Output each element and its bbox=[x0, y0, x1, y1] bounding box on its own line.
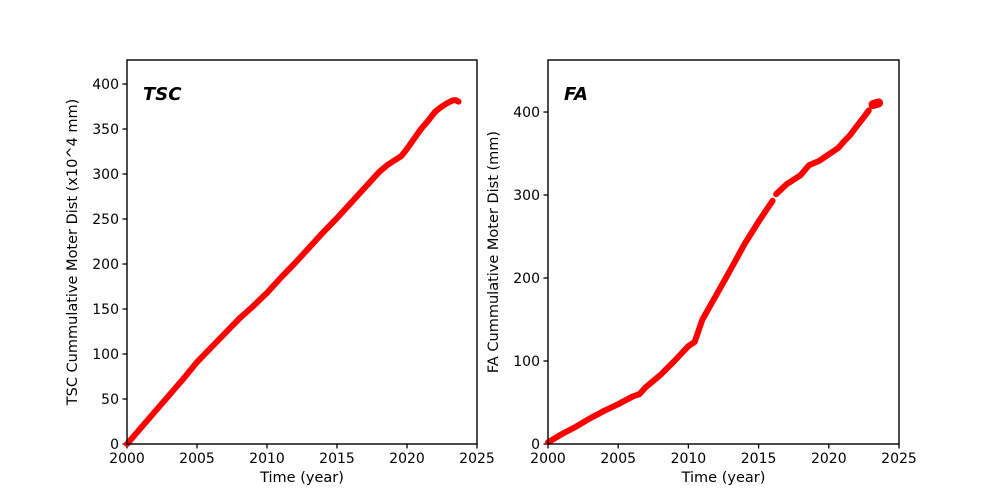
y-tick-label: 350 bbox=[92, 122, 119, 138]
x-tick-label: 2010 bbox=[249, 451, 285, 467]
y-tick-label: 0 bbox=[110, 437, 119, 453]
plot-title: TSC bbox=[143, 84, 182, 105]
y-tick-label: 100 bbox=[513, 354, 540, 370]
y-tick-label: 300 bbox=[92, 167, 119, 183]
y-tick-label: 150 bbox=[92, 302, 119, 318]
x-tick-label: 2020 bbox=[811, 451, 847, 467]
plot-title: FA bbox=[564, 84, 588, 105]
x-tick-label: 2010 bbox=[671, 451, 707, 467]
tsc-data-series bbox=[124, 97, 462, 447]
x-tick-label: 2005 bbox=[600, 451, 636, 467]
fa-data-series bbox=[868, 98, 884, 110]
axes-box bbox=[547, 59, 900, 445]
x-axis-label: Time (year) bbox=[259, 470, 344, 486]
fa-data-series bbox=[773, 107, 872, 198]
y-axis-label: FA Cummulative Moter Dist (mm) bbox=[486, 131, 502, 373]
y-tick-label: 100 bbox=[92, 347, 119, 363]
plot-background bbox=[548, 60, 899, 444]
y-tick-label: 200 bbox=[513, 271, 540, 287]
y-tick-label: 50 bbox=[101, 392, 119, 408]
y-tick-label: 250 bbox=[92, 212, 119, 228]
fa-subplot: 2000 2005 2010 2015 2020 2025 0 100 200 300 400 Tim… bbox=[486, 59, 917, 486]
y-tick-label: 400 bbox=[513, 105, 540, 121]
y-tick-label: 0 bbox=[531, 437, 540, 453]
x-tick-label: 2015 bbox=[741, 451, 777, 467]
fa-data-series bbox=[545, 197, 776, 446]
y-tick-label: 300 bbox=[513, 188, 540, 204]
x-tick-label: 2015 bbox=[319, 451, 355, 467]
x-tick-label: 2025 bbox=[881, 451, 917, 467]
x-tick-label: 2000 bbox=[109, 451, 145, 467]
tsc-subplot: 2000 2005 2010 2015 2020 2025 0 50 100 150 200 250 3… bbox=[65, 59, 495, 486]
y-axis-label: TSC Cummulative Moter Dist (x10^4 mm) bbox=[65, 99, 81, 406]
y-tick-label: 400 bbox=[92, 77, 119, 93]
x-tick-label: 2005 bbox=[179, 451, 215, 467]
x-tick-label: 2020 bbox=[389, 451, 425, 467]
y-tick-label: 200 bbox=[92, 257, 119, 273]
axes-box bbox=[126, 59, 478, 445]
x-tick-label: 2025 bbox=[459, 451, 495, 467]
x-axis-label: Time (year) bbox=[681, 470, 766, 486]
x-tick-label: 2000 bbox=[530, 451, 566, 467]
